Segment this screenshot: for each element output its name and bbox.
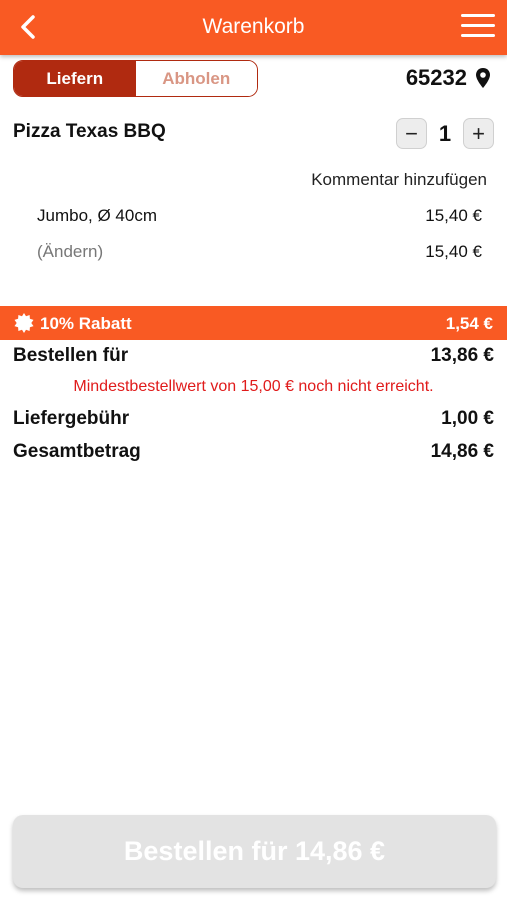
- order-subtotal-label: Bestellen für: [13, 345, 129, 366]
- variant-price: 15,40 €: [425, 206, 482, 225]
- postcode-text: 65232: [405, 65, 467, 90]
- location-selector[interactable]: 65232: [406, 65, 491, 91]
- discount-amount: 1,54 €: [445, 314, 493, 333]
- cart-item-name: Pizza Texas BBQ: [13, 121, 166, 142]
- total-value: 14,86 €: [430, 441, 494, 462]
- quantity-stepper: − 1 +: [396, 118, 494, 149]
- discount-badge-icon: [14, 313, 34, 333]
- delivery-fee-row: Liefergebühr 1,00 €: [13, 408, 494, 430]
- item-total-price: 15,40 €: [425, 242, 482, 261]
- discount-banner: 10% Rabatt 1,54 €: [0, 306, 507, 340]
- hamburger-menu-icon[interactable]: [461, 14, 495, 40]
- delivery-fee-value: 1,00 €: [441, 408, 494, 429]
- chevron-left-icon[interactable]: [14, 12, 44, 42]
- delivery-fee-label: Liefergebühr: [13, 408, 130, 429]
- order-subtotal-row: Bestellen für 13,86 €: [13, 345, 494, 367]
- increase-quantity-button[interactable]: +: [463, 118, 494, 149]
- map-pin-icon: [476, 68, 490, 88]
- add-comment-link[interactable]: Kommentar hinzufügen: [311, 170, 487, 189]
- quantity-value: 1: [438, 120, 452, 146]
- total-label: Gesamtbetrag: [13, 441, 141, 462]
- discount-label: 10% Rabatt: [40, 314, 132, 333]
- app-header: Warenkorb: [0, 0, 507, 55]
- change-item-link[interactable]: (Ändern): [37, 242, 104, 261]
- toggle-option-abholen[interactable]: Abholen: [135, 61, 257, 96]
- place-order-button[interactable]: Bestellen für 14,86 €: [13, 815, 496, 888]
- toggle-option-liefern[interactable]: Liefern: [14, 61, 136, 96]
- item-variant: Jumbo, Ø 40cm: [37, 206, 157, 225]
- delivery-mode-toggle: Liefern Abholen: [13, 60, 258, 97]
- decrease-quantity-button[interactable]: −: [396, 118, 427, 149]
- order-subtotal-value: 13,86 €: [430, 345, 494, 366]
- min-order-warning: Mindestbestellwert von 15,00 € noch nich…: [73, 378, 434, 395]
- page-title: Warenkorb: [202, 15, 305, 38]
- total-row: Gesamtbetrag 14,86 €: [13, 441, 494, 463]
